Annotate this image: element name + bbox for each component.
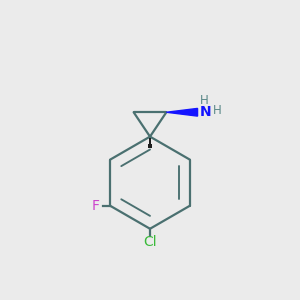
Text: H: H [200,94,209,107]
Text: F: F [92,199,100,213]
Polygon shape [166,108,198,116]
Text: N: N [200,105,212,119]
Text: H: H [213,104,221,117]
Text: Cl: Cl [143,235,157,249]
